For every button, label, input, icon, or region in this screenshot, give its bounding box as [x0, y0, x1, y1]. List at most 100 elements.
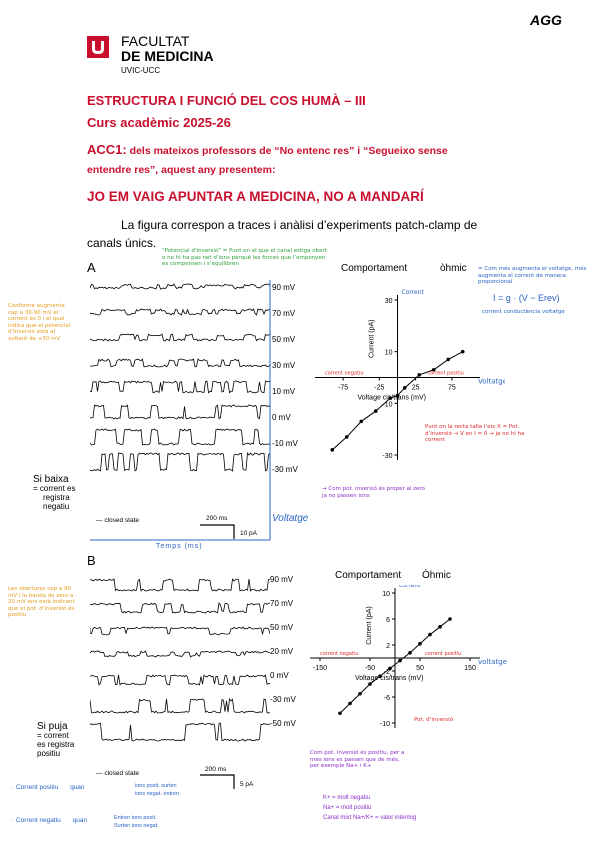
canal-mixt: Canal mixt Na+/K+ = valor intermig	[323, 815, 417, 821]
quan-1: quan	[70, 784, 85, 791]
voltage-label: 70 mV	[272, 309, 296, 318]
graph-b-title2: Òhmic	[422, 570, 451, 581]
panel-b-traces	[90, 578, 270, 742]
corrent-axis-note: corrent	[399, 585, 421, 589]
corrent-positiu-note: corrent positiu	[425, 651, 461, 657]
data-point	[358, 691, 362, 696]
corrent-negatiu-title: · Corrent negatiu	[12, 817, 61, 824]
intro-line1: La figura correspon a traces i anàlisi d…	[121, 218, 478, 232]
data-point	[388, 666, 392, 671]
channel-trace	[90, 404, 270, 420]
closed-state-label-b: closed state	[104, 770, 139, 777]
voltage-label: 70 mV	[270, 599, 294, 608]
channel-trace	[90, 283, 270, 290]
data-point	[460, 349, 465, 354]
acc-text1: dels mateixos professors de “No entenc r…	[129, 145, 448, 157]
data-point	[448, 617, 452, 621]
voltage-label: 30 mV	[272, 361, 296, 370]
si-puja-2: = corrent	[37, 731, 69, 740]
graph-b: -150 -50 50 150 10 6 2 -2 -6 -10 Current (pA) Volta…	[310, 585, 507, 728]
y-tick-label: -10	[380, 721, 390, 728]
university-name: UVIC-UCC	[121, 66, 161, 75]
data-point	[398, 658, 402, 663]
data-point	[373, 409, 378, 413]
y-tick-label: 2	[386, 643, 390, 650]
faculty-line2: DE MEDICINA	[121, 48, 214, 64]
si-baixa-1: Si baixa	[33, 474, 69, 485]
x-tick-label: -25	[374, 385, 384, 392]
si-baixa-3: registra	[43, 493, 70, 502]
panel-b-scale-bar	[200, 774, 235, 789]
voltage-label: 90 mV	[270, 575, 294, 584]
si-puja-1: Si puja	[37, 721, 68, 732]
data-point	[395, 393, 400, 398]
acc-code: ACC1:	[87, 142, 127, 157]
panel-a-traces	[90, 283, 270, 472]
data-point	[402, 386, 407, 390]
panel-a-label: A	[87, 260, 96, 275]
voltage-label: -30 mV	[270, 695, 296, 704]
neg-2: Surten ions negat.	[114, 823, 159, 829]
x-tick-label: 50	[416, 665, 424, 672]
course-year: Curs acadèmic 2025-26	[87, 115, 231, 130]
data-point	[417, 373, 422, 377]
voltage-label: 50 mV	[270, 623, 294, 632]
data-point	[348, 701, 352, 706]
intro-line2: canals únics.	[87, 236, 157, 250]
x-tick-label: -75	[338, 385, 348, 392]
y-tick-label: 10	[385, 350, 393, 357]
closed-state-label: closed state	[104, 517, 139, 524]
voltage-label: 10 mV	[272, 387, 296, 396]
graph-a-title2: òhmic	[440, 263, 467, 274]
temps-label: Temps (ms)	[156, 543, 203, 550]
x-tick-label: 25	[412, 385, 420, 392]
panel-a-time-scale: 200 ms	[206, 515, 228, 522]
y-tick-label: -2	[384, 669, 390, 676]
pos-lines: ions posit. surten ions negat. entren	[135, 782, 255, 798]
fit-line	[339, 618, 451, 714]
formula-labels: corrent conductància voltatge	[482, 309, 565, 315]
x-tick-label: 150	[464, 665, 476, 672]
channel-trace	[90, 602, 270, 614]
y-tick-label: -10	[382, 401, 392, 408]
channel-trace	[90, 380, 270, 394]
course-title: ESTRUCTURA I FUNCIÓ DEL COS HUMÀ – III	[87, 93, 366, 108]
si-baixa-note: Si baixa = corrent es registra negatiu	[33, 474, 75, 512]
voltage-label: -30 mV	[272, 465, 298, 474]
voltage-label: 20 mV	[270, 647, 294, 656]
data-point	[338, 711, 342, 716]
si-puja-note: Si puja = corrent es registra positiu	[37, 721, 75, 759]
panel-a-current-scale: 10 pA	[240, 530, 257, 537]
corrent-axis-note: Corrent	[402, 289, 425, 296]
graph-a-title1: Comportament	[341, 263, 408, 274]
panel-a-scale-bar	[200, 524, 235, 539]
conforme-note: Conforme augmenta cap a 30-90 mV el corr…	[8, 303, 71, 342]
data-point	[446, 357, 451, 362]
data-point	[431, 367, 436, 372]
y-axis-label: Current (pA)	[366, 606, 373, 645]
channel-trace	[90, 698, 270, 714]
voltage-label: 90 mV	[272, 283, 296, 292]
els-obertures-note: Les obertures cap a 90 mV i la banda de …	[8, 586, 75, 618]
channel-trace	[90, 452, 270, 472]
data-point	[428, 632, 432, 637]
channel-trace	[90, 722, 270, 742]
com-pot-note: → Com pot. inversió és proper al zero ja…	[322, 486, 425, 499]
graph-b-title1: Comportament	[335, 570, 402, 581]
si-puja-4: positiu	[37, 749, 61, 758]
panel-a-closed-state: — closed state	[96, 517, 139, 524]
x-axis-label: Voltage cis/trans (mV)	[358, 395, 426, 402]
corrent-positiu-title: · Corrent positiu	[12, 784, 59, 791]
voltatge-axis-note: voltatge	[478, 658, 507, 666]
channel-trace	[90, 428, 270, 446]
y-tick-label: 10	[382, 591, 390, 598]
pot-inversio-note: Pot. d’inversió	[414, 717, 454, 723]
voltage-label: 0 mV	[270, 671, 289, 680]
si-puja-3: es registra	[37, 740, 75, 749]
data-point	[438, 625, 442, 629]
pos-1: ions posit. surten	[135, 783, 177, 789]
channel-trace	[90, 674, 270, 686]
graph-a: -75 -25 25 75 30 10 -10 -30 Current (pA) Voltage …	[315, 289, 505, 460]
potencial-invers-note: “Potencial d’inversió” = Punt en el que …	[162, 248, 327, 267]
channel-trace	[90, 578, 270, 592]
